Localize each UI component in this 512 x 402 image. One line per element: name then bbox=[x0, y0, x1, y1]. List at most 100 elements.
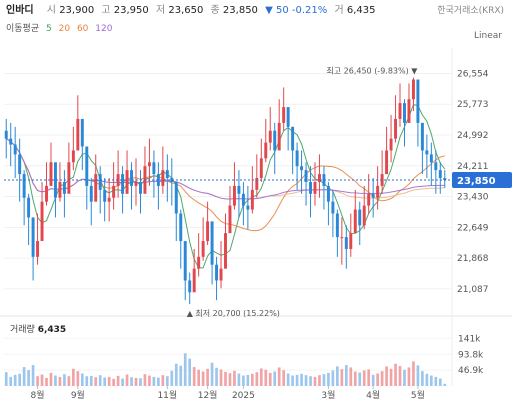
candle-body bbox=[53, 162, 57, 198]
candle-body bbox=[89, 185, 93, 202]
volume-bar bbox=[255, 372, 259, 386]
candle-body bbox=[403, 103, 406, 123]
volume-bar bbox=[344, 365, 348, 386]
candle-body bbox=[353, 209, 357, 234]
volume-tick-label: 141k bbox=[458, 334, 481, 344]
candle-body bbox=[259, 158, 263, 179]
volume-bar bbox=[161, 375, 165, 386]
candle-body bbox=[170, 178, 174, 182]
volume-bar bbox=[358, 372, 362, 386]
candle-body bbox=[380, 174, 384, 186]
volume-bar bbox=[380, 371, 384, 386]
ma-period-120: 120 bbox=[95, 24, 113, 34]
candle-body bbox=[161, 170, 165, 186]
candle-body bbox=[331, 201, 335, 214]
candle-body bbox=[152, 162, 156, 175]
candle-body bbox=[340, 237, 344, 239]
volume-bar bbox=[80, 373, 84, 386]
ma-period-5: 5 bbox=[46, 24, 52, 34]
low-value: 23,650 bbox=[168, 5, 204, 16]
candle-body bbox=[215, 264, 219, 281]
candle-body bbox=[224, 233, 227, 269]
open-label: 시 bbox=[46, 5, 56, 16]
candle-body bbox=[335, 213, 339, 238]
volume-bar bbox=[228, 373, 232, 386]
candle-body bbox=[165, 170, 169, 179]
volume-bar bbox=[192, 367, 196, 386]
candle-body bbox=[241, 193, 245, 206]
volume-bar bbox=[27, 370, 30, 386]
volume-bar bbox=[121, 378, 124, 386]
volume-bar bbox=[9, 376, 13, 386]
candle-body bbox=[394, 118, 398, 139]
candle-body bbox=[206, 221, 210, 242]
volume-bar bbox=[268, 372, 272, 386]
candle-body bbox=[62, 181, 66, 194]
volume-bar bbox=[143, 374, 147, 386]
current-price-label: 23,850 bbox=[457, 176, 496, 187]
volume-bar bbox=[139, 378, 142, 386]
volume-bar bbox=[233, 370, 236, 386]
candle-body bbox=[286, 107, 290, 127]
candle-body bbox=[174, 181, 178, 214]
volume-bar bbox=[371, 374, 375, 386]
volume-bar bbox=[412, 361, 415, 386]
volume-bar bbox=[116, 375, 120, 386]
moving-average-legend[interactable]: 이동평균 5 20 60 120 bbox=[6, 21, 116, 34]
price-axis: 26,554 25,773 24,992 24,211 23,430 22,649 21,8… bbox=[457, 69, 489, 294]
close-value: 23,850 bbox=[222, 5, 258, 16]
volume-bar bbox=[237, 373, 241, 386]
candle-body bbox=[322, 174, 326, 186]
candle-body bbox=[18, 154, 22, 175]
time-tick-label: 2025 bbox=[232, 391, 255, 401]
volume-bar bbox=[148, 375, 151, 386]
current-price-marker: 23,850 bbox=[4, 172, 512, 188]
volume-bar bbox=[259, 368, 263, 386]
volume-bar bbox=[353, 371, 357, 386]
volume-bar bbox=[313, 376, 317, 386]
candle-body bbox=[94, 174, 98, 202]
volume-bar bbox=[188, 358, 192, 386]
volume-tick-label: 46.9k bbox=[458, 366, 484, 376]
volume-bar bbox=[179, 365, 183, 386]
candle-body bbox=[67, 162, 71, 194]
scale-mode-toggle[interactable]: Linear bbox=[474, 31, 502, 41]
candle-body bbox=[309, 181, 312, 194]
candle-body bbox=[40, 201, 44, 242]
candle-body bbox=[98, 174, 102, 190]
candle-body bbox=[420, 122, 424, 151]
volume-bar bbox=[157, 377, 160, 386]
candle-body bbox=[103, 189, 107, 202]
volume-bar bbox=[394, 363, 397, 386]
volume-bar bbox=[54, 375, 57, 386]
candle-body bbox=[371, 193, 375, 198]
ma-period-20: 20 bbox=[58, 24, 71, 34]
candle-body bbox=[282, 107, 286, 123]
volume-bar bbox=[429, 375, 433, 386]
volume-panel-label: 거래량 6,435 bbox=[10, 322, 66, 335]
candle-body bbox=[121, 174, 125, 194]
volume-bar bbox=[385, 366, 388, 386]
volume-bar bbox=[362, 370, 366, 386]
candle-body bbox=[58, 181, 62, 198]
candle-body bbox=[139, 181, 142, 194]
exchange-label: 한국거래소(KRX) bbox=[437, 6, 504, 16]
candle-body bbox=[125, 170, 129, 194]
grid bbox=[4, 72, 452, 371]
candle-body bbox=[80, 118, 84, 147]
candle-body bbox=[9, 138, 13, 145]
candle-body bbox=[385, 150, 389, 175]
volume-bar bbox=[251, 373, 254, 386]
volume-panel-title: 거래량 bbox=[10, 325, 35, 335]
volume-bar bbox=[300, 373, 303, 386]
candle-body bbox=[300, 166, 304, 171]
candle-body bbox=[228, 205, 232, 234]
volume-bar bbox=[107, 376, 111, 386]
candle-body bbox=[197, 256, 201, 269]
volume-bar bbox=[349, 367, 353, 386]
volume-bar bbox=[67, 376, 71, 386]
candle-body bbox=[389, 138, 393, 151]
candle-body bbox=[147, 162, 151, 167]
volume-bar bbox=[443, 383, 447, 386]
